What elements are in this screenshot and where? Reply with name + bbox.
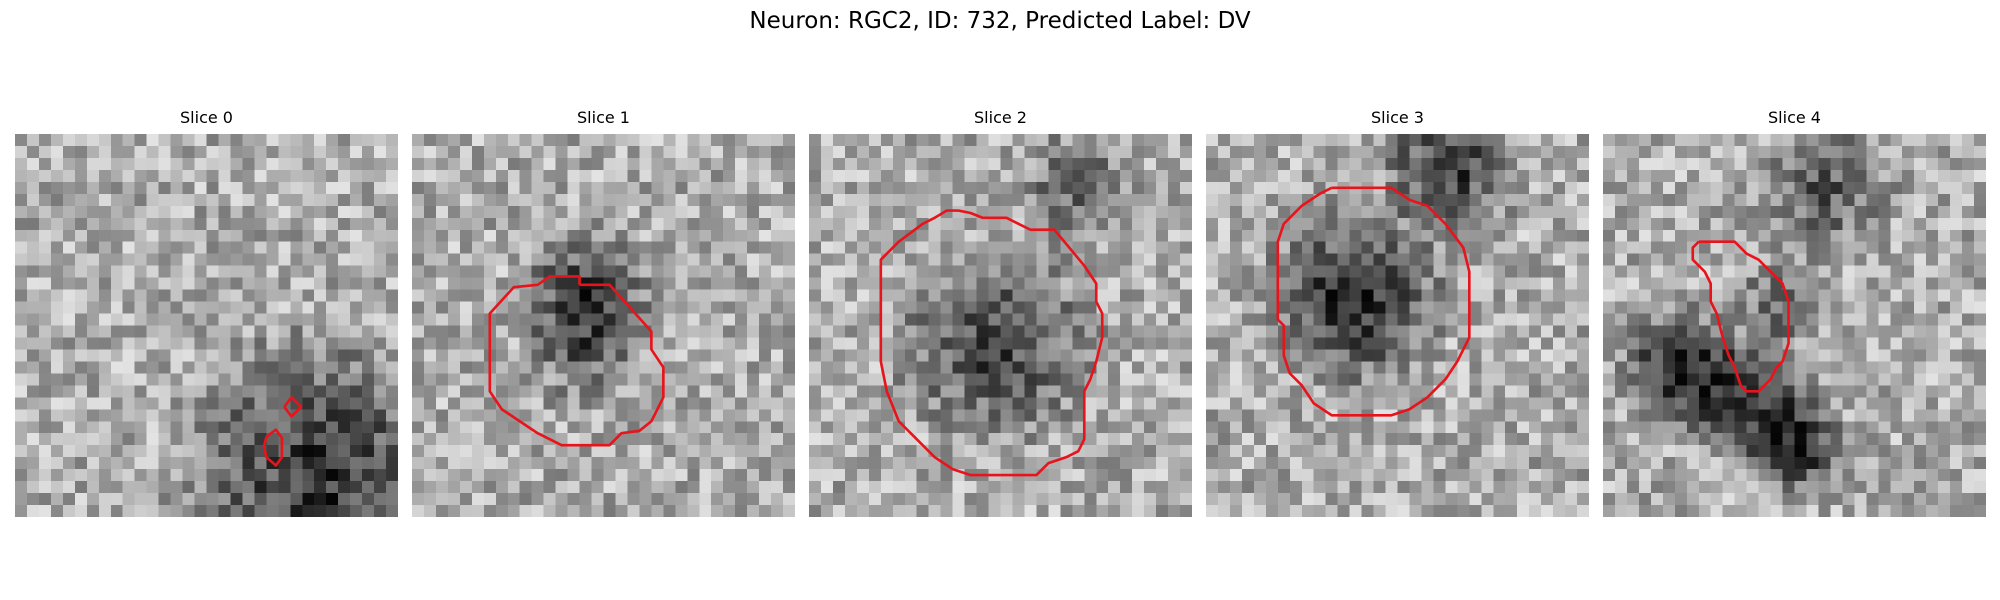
slice-title: Slice 1 [577,108,630,127]
contour-overlay [1691,240,1790,393]
contour-overlay [488,275,665,447]
contour-overlay [262,395,303,467]
slice-title: Slice 4 [1768,108,1821,127]
slice-image [15,134,398,517]
slice-panel-3: Slice 3 [1206,108,1589,518]
slice-image [1603,134,1986,517]
contour-line [283,395,303,418]
grayscale-image [15,134,398,517]
grayscale-image [412,134,795,517]
contour-line [1691,240,1790,393]
slice-panel-1: Slice 1 [412,108,795,518]
grayscale-image [809,134,1192,517]
contour-line [262,428,284,467]
contour-line [1276,186,1471,417]
grayscale-image [1603,134,1986,517]
slice-image [809,134,1192,517]
slice-image [412,134,795,517]
slice-panel-2: Slice 2 [809,108,1192,518]
slice-panel-0: Slice 0 [15,108,398,518]
contour-overlay [879,209,1104,477]
contour-line [488,275,665,447]
contour-overlay [1276,186,1471,417]
contour-line [879,209,1104,477]
slice-title: Slice 2 [974,108,1027,127]
slice-title: Slice 3 [1371,108,1424,127]
figure-title: Neuron: RGC2, ID: 732, Predicted Label: … [749,8,1251,34]
grayscale-image [1206,134,1589,517]
slice-image [1206,134,1589,517]
slice-panel-4: Slice 4 [1603,108,1986,518]
slice-title: Slice 0 [180,108,233,127]
